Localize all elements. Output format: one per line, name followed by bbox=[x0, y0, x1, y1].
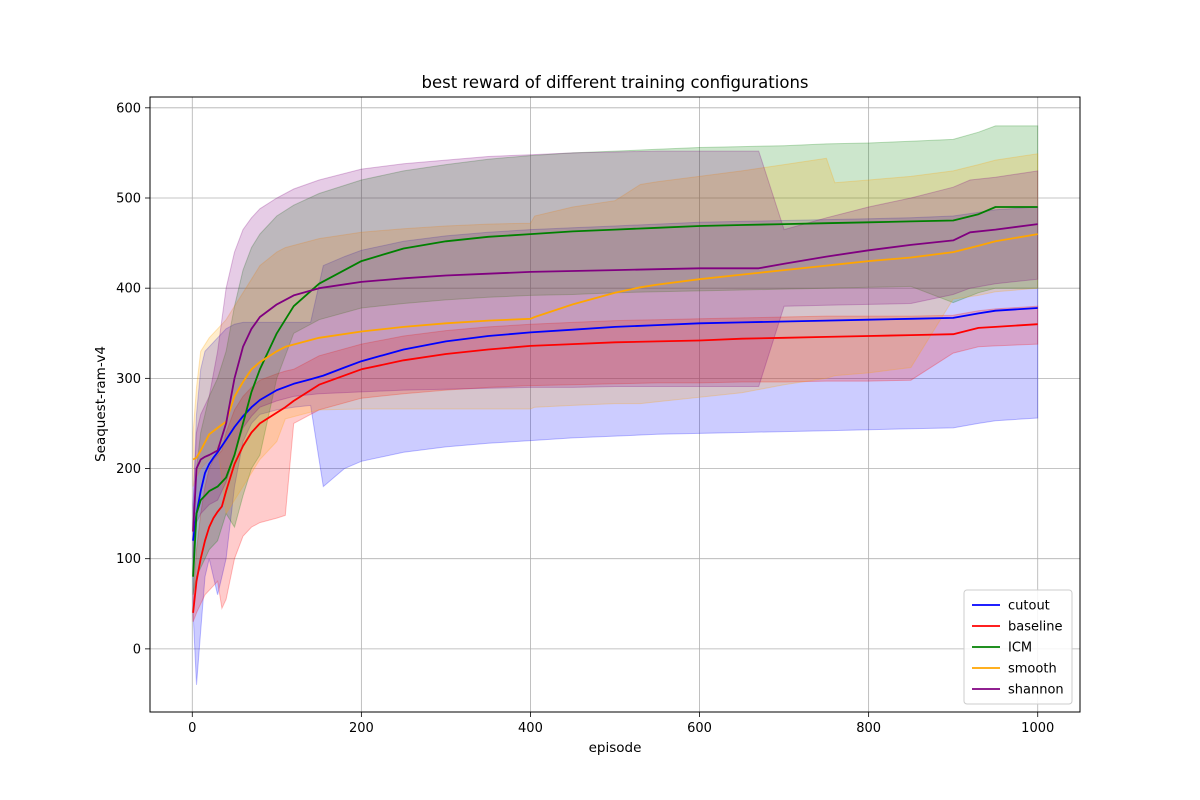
line-shannon bbox=[192, 223, 1038, 532]
band-shannon bbox=[192, 150, 1039, 559]
legend-box bbox=[963, 589, 1073, 705]
x-tick-label: 1000 bbox=[1021, 721, 1054, 736]
y-axis-label: Seaquest-ram-v4 bbox=[93, 346, 109, 462]
legend: cutout baseline ICM smooth shannon bbox=[963, 589, 1073, 705]
y-tick-label: 300 bbox=[116, 372, 141, 387]
band-baseline bbox=[192, 305, 1039, 622]
chart-title: best reward of different training config… bbox=[421, 73, 808, 92]
band-smooth bbox=[192, 153, 1039, 516]
grid bbox=[150, 97, 1080, 712]
x-tick-label: 200 bbox=[349, 721, 374, 736]
legend-label-baseline: baseline bbox=[1008, 620, 1062, 635]
y-tick-label: 400 bbox=[116, 282, 141, 297]
legend-label-cutout: cutout bbox=[1008, 599, 1050, 614]
x-tick-label: 400 bbox=[518, 721, 543, 736]
y-tick-label: 100 bbox=[116, 552, 141, 567]
plot-frame bbox=[149, 96, 1081, 713]
line-smooth bbox=[192, 233, 1038, 461]
x-tick-label: 800 bbox=[856, 721, 881, 736]
x-tick-label: 600 bbox=[687, 721, 712, 736]
y-tick-label: 500 bbox=[116, 191, 141, 206]
legend-label-shannon: shannon bbox=[1008, 683, 1064, 698]
line-cutout bbox=[192, 307, 1038, 541]
y-tick-label: 600 bbox=[116, 101, 141, 116]
axis-ticks: 0 200 400 600 800 1000 0 100 200 300 400 500 600 bbox=[116, 101, 1054, 736]
series-lines bbox=[192, 206, 1038, 613]
x-tick-label: 0 bbox=[188, 721, 196, 736]
line-baseline bbox=[192, 323, 1038, 613]
legend-label-smooth: smooth bbox=[1008, 662, 1057, 677]
y-tick-label: 0 bbox=[133, 642, 141, 657]
x-axis-label: episode bbox=[589, 740, 642, 756]
y-tick-label: 200 bbox=[116, 462, 141, 477]
band-icm bbox=[192, 125, 1039, 595]
legend-label-icm: ICM bbox=[1008, 641, 1032, 656]
line-icm bbox=[192, 206, 1038, 577]
